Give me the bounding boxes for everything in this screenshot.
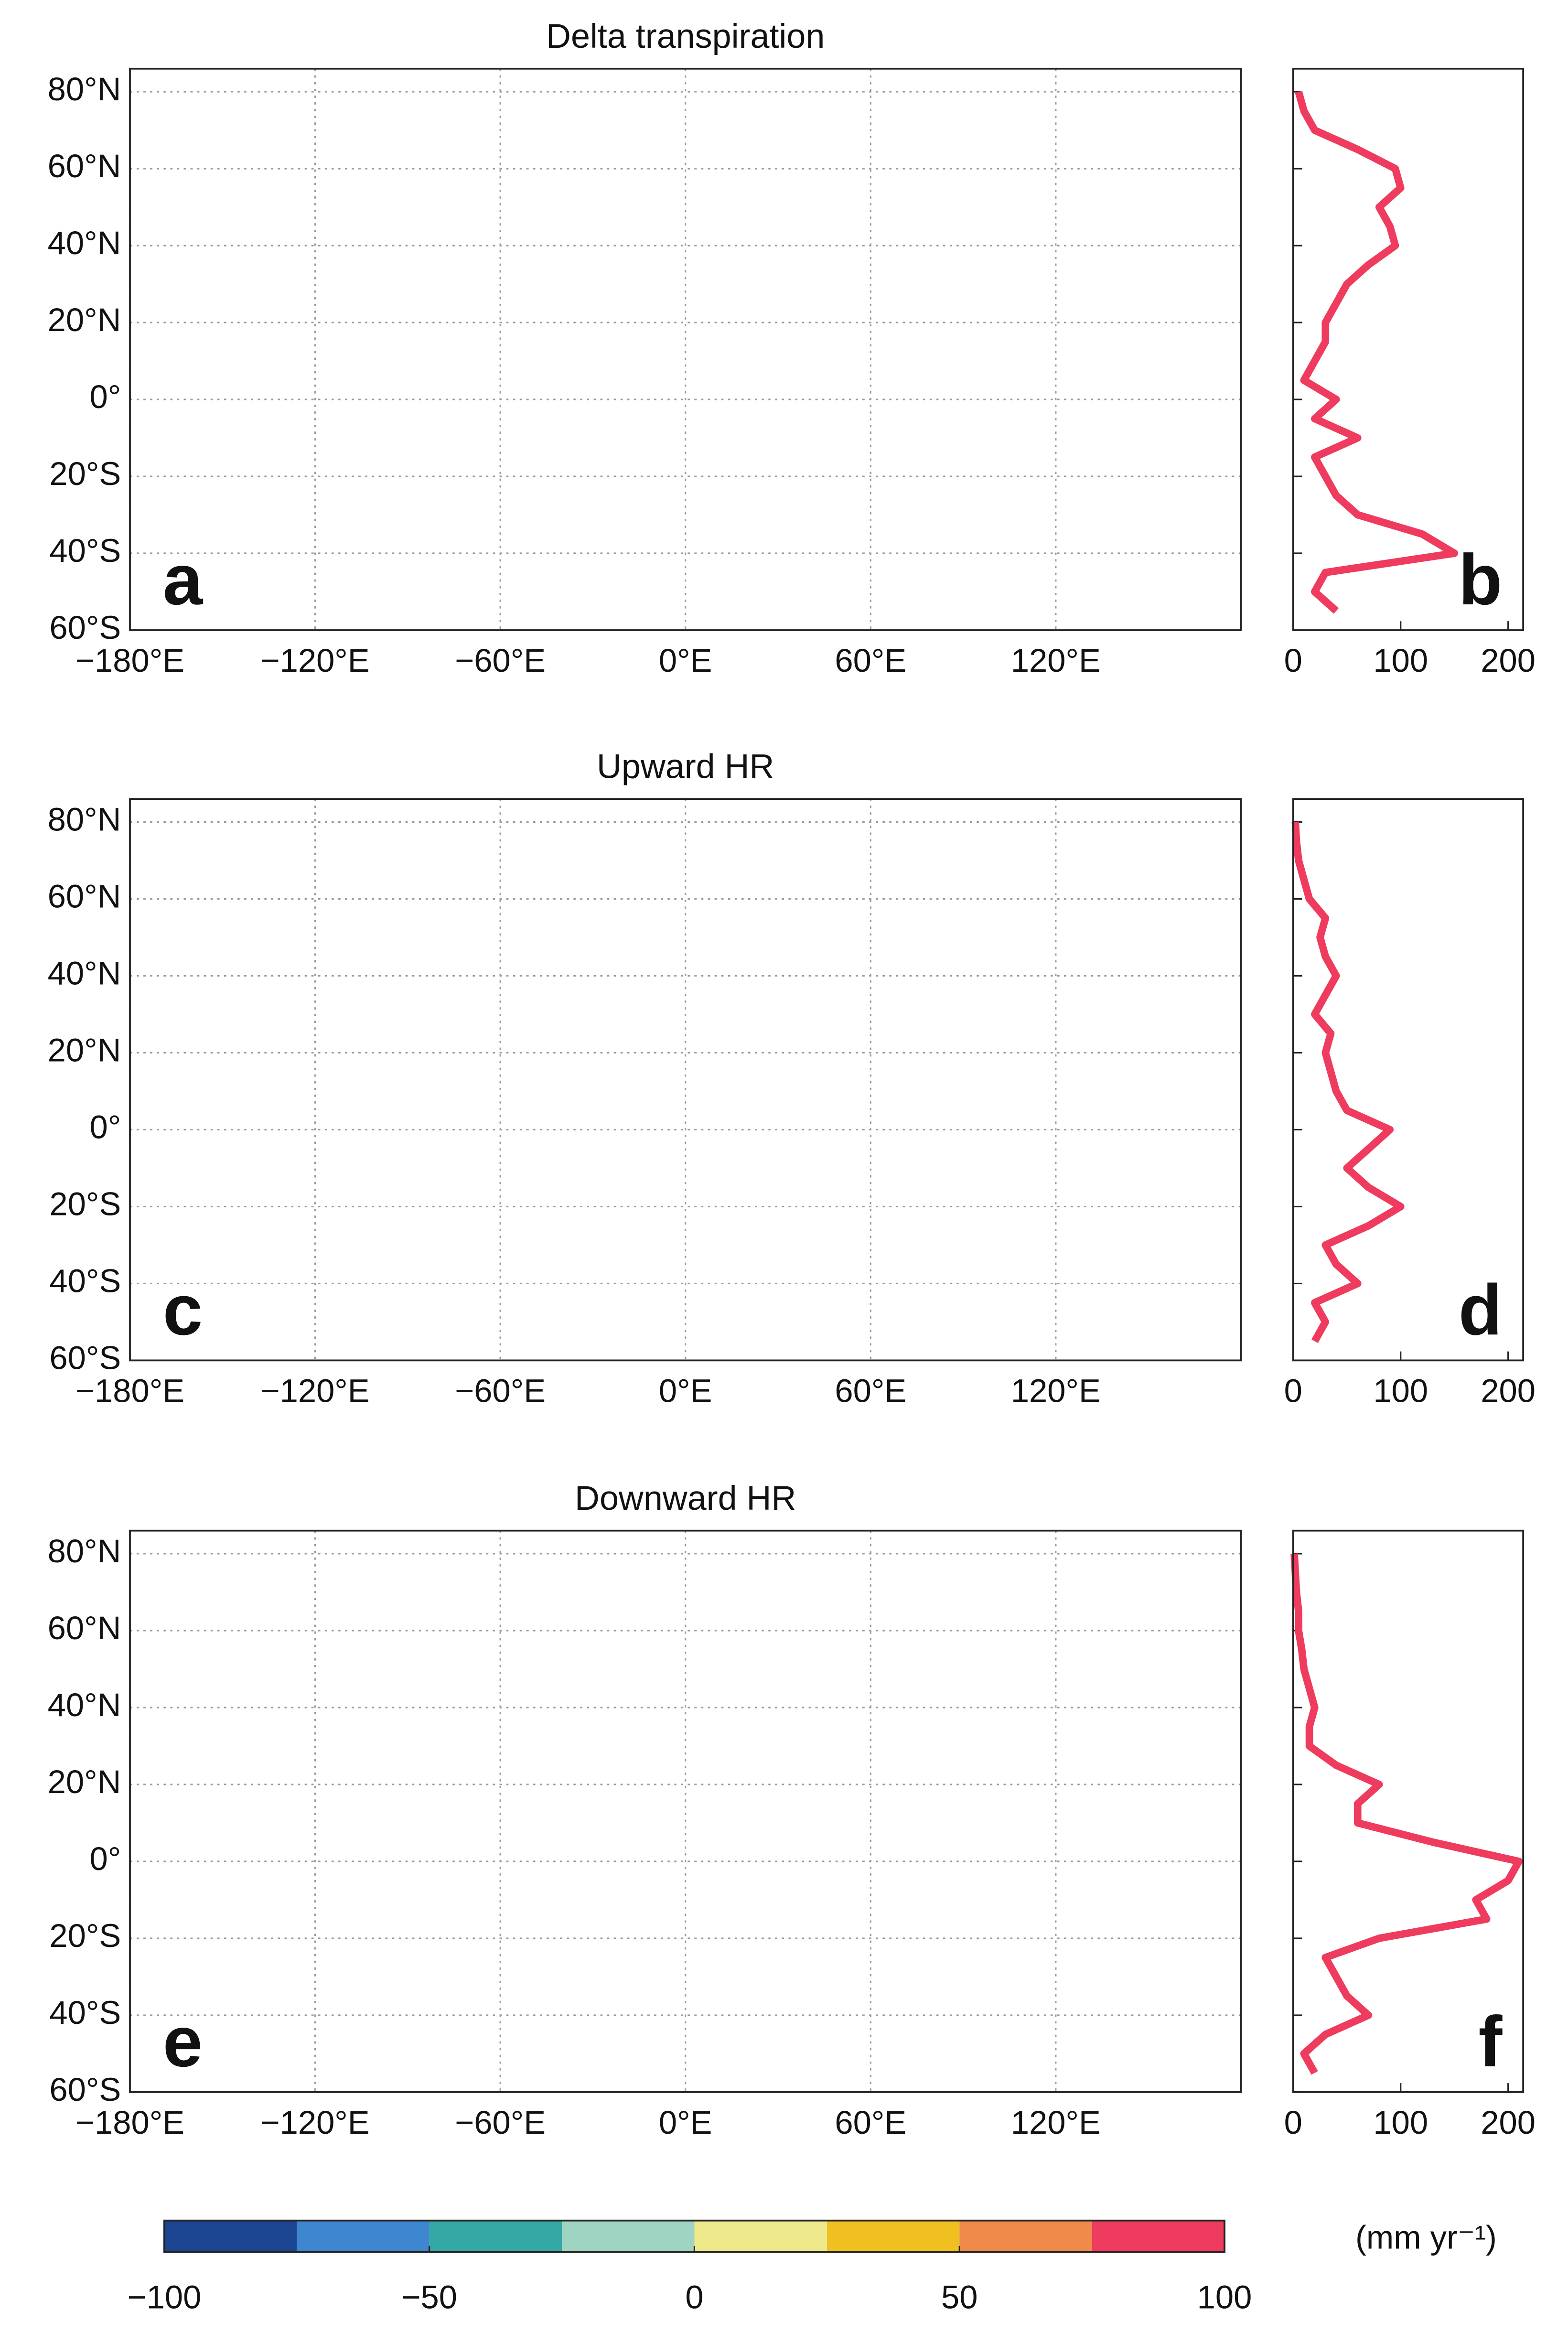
y-tick-label: 40°S: [49, 1994, 121, 2031]
x-tick-label: −120°E: [260, 2104, 369, 2141]
x-tick-label: 0: [1284, 2104, 1302, 2141]
x-tick-label: 50: [941, 2279, 977, 2316]
y-tick-label: 20°S: [49, 1186, 121, 1223]
y-tick-label: 0°: [90, 378, 121, 415]
x-tick-label: 100: [1373, 642, 1428, 679]
land-hotspots: [392, 1696, 1025, 1946]
x-tick-label: −180°E: [75, 1372, 184, 1409]
y-tick-label: 20°N: [48, 301, 121, 338]
x-tick-label: 100: [1373, 1372, 1428, 1409]
x-tick-label: −100: [127, 2279, 201, 2316]
unit-label: (mm yr⁻¹): [1355, 2219, 1497, 2256]
y-tick-label: 60°N: [48, 148, 121, 184]
panel-label: e: [163, 2001, 203, 2082]
profile-line: [1291, 822, 1405, 1343]
y-tick-label: 40°N: [48, 955, 121, 992]
frame: [1292, 1529, 1525, 2093]
land: [176, 103, 1241, 546]
x-tick-label: 200: [1481, 1372, 1536, 1409]
colorbar-bin: [1092, 2220, 1225, 2252]
colorbar-bin: [164, 2220, 297, 2252]
y-tick-label: 0°: [90, 1109, 121, 1146]
y-tick-label: 80°N: [48, 1533, 121, 1569]
x-tick-label: 0: [1284, 642, 1302, 679]
land-hotspots: [253, 146, 1071, 484]
frame: [129, 798, 1242, 1362]
x-tick-label: −60°E: [455, 1372, 546, 1409]
y-tick-label: 20°N: [48, 1032, 121, 1069]
x-tick-label: 0°E: [659, 2104, 712, 2141]
panel-label: f: [1478, 2001, 1503, 2082]
x-tick-label: −120°E: [260, 1372, 369, 1409]
x-tick-label: 100: [1373, 2104, 1428, 2141]
profile-line: [1290, 1553, 1523, 2075]
y-tick-label: 20°S: [49, 455, 121, 492]
frame: [1292, 67, 1525, 631]
frame: [129, 1529, 1242, 2093]
x-tick-label: 120°E: [1011, 1372, 1101, 1409]
y-tick-label: 0°: [90, 1840, 121, 1877]
x-tick-label: 0: [685, 2279, 703, 2316]
colorbar-bin: [297, 2220, 430, 2252]
colorbar-bin: [959, 2220, 1092, 2252]
x-tick-label: 120°E: [1011, 2104, 1101, 2141]
x-tick-label: 0°E: [659, 642, 712, 679]
land: [176, 834, 1241, 1276]
y-tick-label: 80°N: [48, 71, 121, 107]
colorbar-bin: [827, 2220, 960, 2252]
map-title: Downward HR: [575, 1479, 796, 1517]
panel-label: a: [163, 539, 204, 620]
x-tick-label: −180°E: [75, 2104, 184, 2141]
x-tick-label: −60°E: [455, 2104, 546, 2141]
x-tick-label: 120°E: [1011, 642, 1101, 679]
x-tick-label: 0°E: [659, 1372, 712, 1409]
colorbar-bin: [694, 2220, 827, 2252]
y-tick-label: 20°S: [49, 1917, 121, 1954]
y-tick-label: 60°S: [49, 609, 121, 646]
y-tick-label: 40°S: [49, 1263, 121, 1300]
y-tick-label: 40°N: [48, 225, 121, 261]
x-tick-label: −50: [401, 2279, 457, 2316]
map-title: Delta transpiration: [546, 17, 825, 55]
y-tick-label: 60°S: [49, 1340, 121, 1376]
frame: [1292, 798, 1525, 1362]
panel-label: d: [1459, 1269, 1503, 1350]
x-tick-label: 200: [1481, 2104, 1536, 2141]
x-tick-label: 0: [1284, 1372, 1302, 1409]
map-title: Upward HR: [597, 748, 774, 786]
land-hotspots: [377, 937, 985, 1234]
x-tick-label: −60°E: [455, 642, 546, 679]
panel-label: b: [1459, 539, 1503, 620]
x-tick-label: 60°E: [835, 642, 906, 679]
x-tick-label: −120°E: [260, 642, 369, 679]
x-tick-label: 60°E: [835, 1372, 906, 1409]
y-tick-label: 60°N: [48, 878, 121, 915]
y-tick-label: 40°S: [49, 532, 121, 569]
y-tick-label: 80°N: [48, 801, 121, 838]
land: [176, 1565, 1241, 2008]
colorbar-bin: [429, 2220, 562, 2252]
frame: [129, 67, 1242, 631]
colorbar-bin: [562, 2220, 695, 2252]
x-tick-label: −180°E: [75, 642, 184, 679]
panel-label: c: [163, 1269, 203, 1350]
profile-line: [1295, 90, 1459, 614]
y-tick-label: 40°N: [48, 1687, 121, 1723]
x-tick-label: 100: [1197, 2279, 1252, 2316]
y-tick-label: 60°S: [49, 2071, 121, 2108]
x-tick-label: 60°E: [835, 2104, 906, 2141]
x-tick-label: 200: [1481, 642, 1536, 679]
y-tick-label: 60°N: [48, 1610, 121, 1646]
y-tick-label: 20°N: [48, 1763, 121, 1800]
